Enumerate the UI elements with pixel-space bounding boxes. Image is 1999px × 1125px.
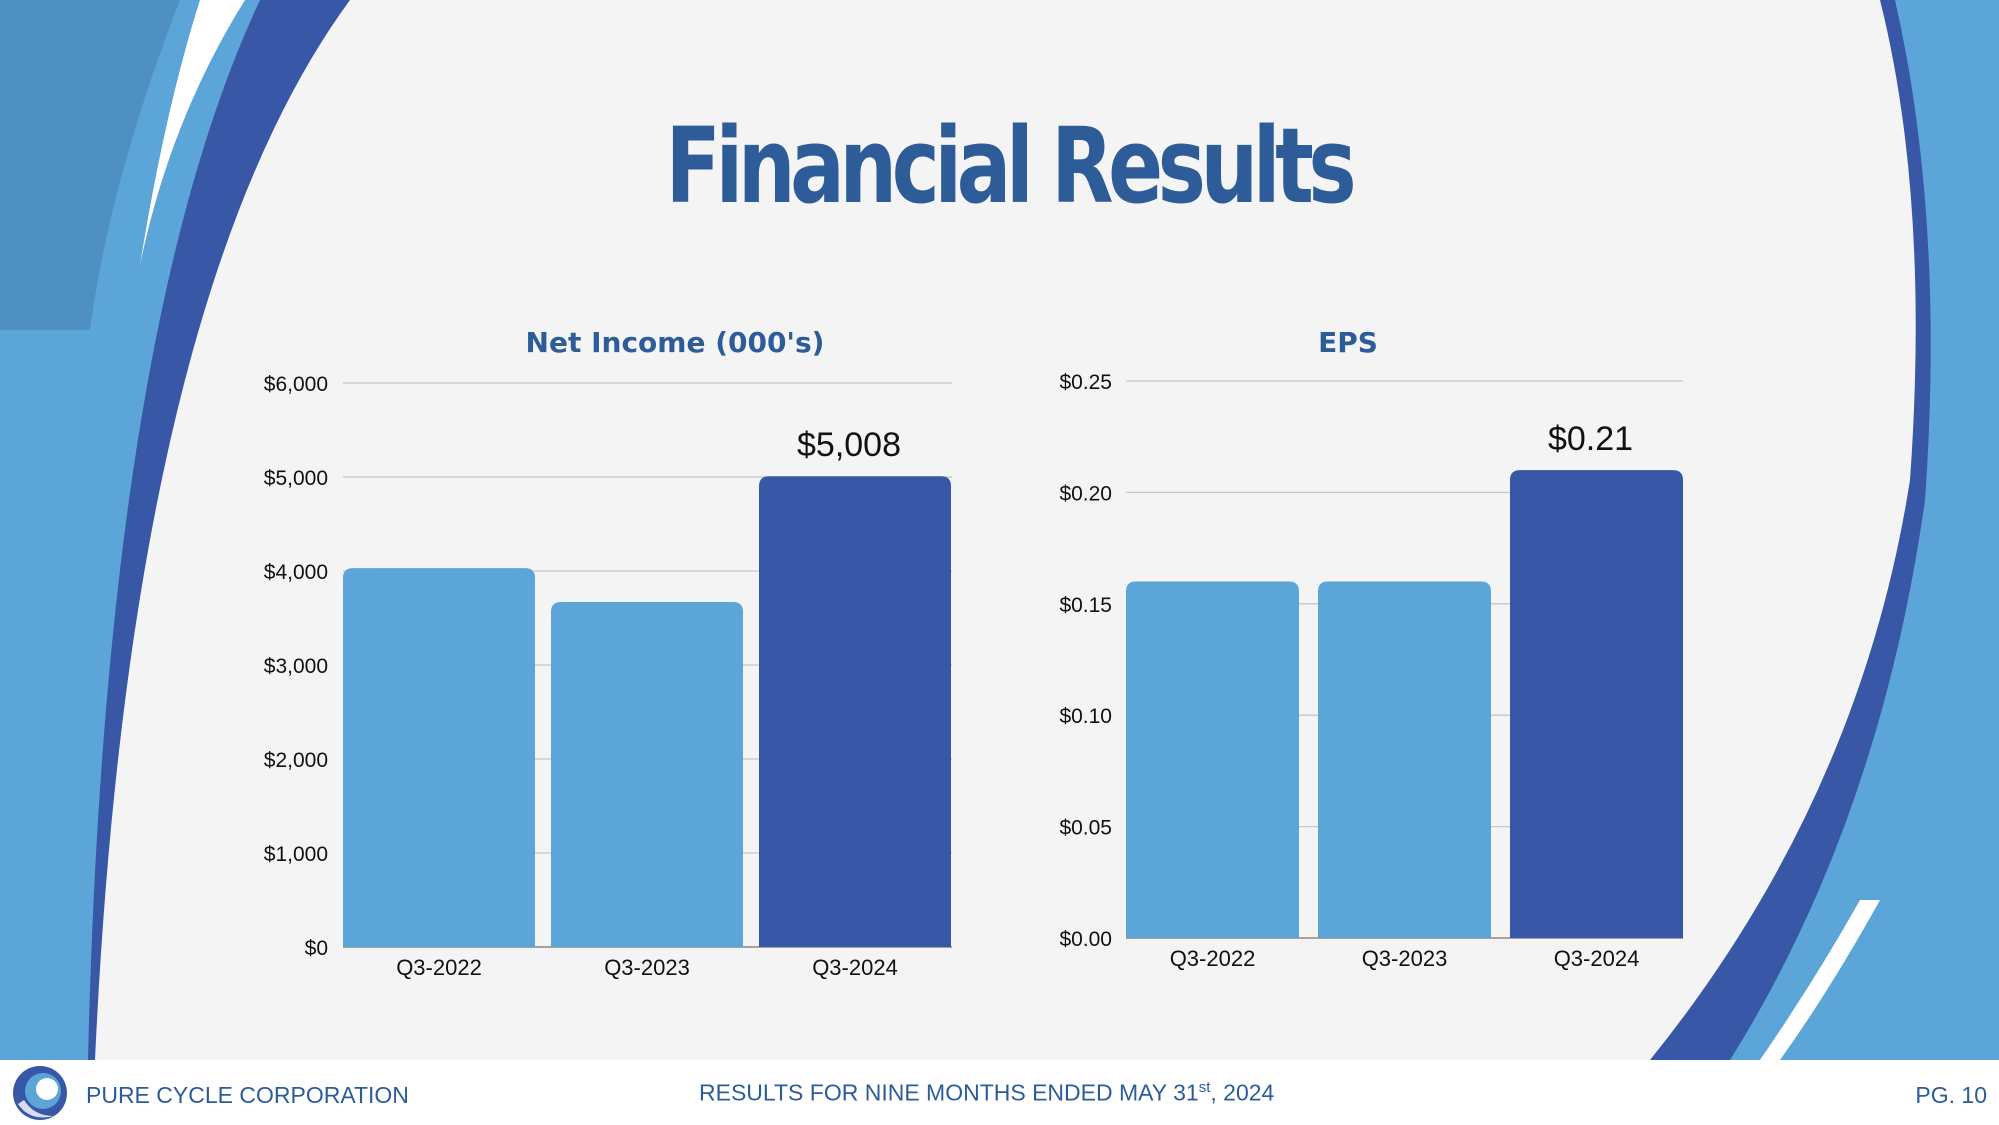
x-tick-label: Q3-2022 bbox=[396, 955, 482, 980]
x-tick-label: Q3-2024 bbox=[1554, 946, 1640, 971]
chart-title: Net Income (000's) bbox=[526, 326, 825, 359]
results-year: , 2024 bbox=[1210, 1079, 1275, 1106]
chart-title: EPS bbox=[1318, 326, 1378, 359]
y-tick-label: $6,000 bbox=[264, 373, 328, 396]
y-tick-label: $0.10 bbox=[1059, 705, 1112, 728]
x-tick-label: Q3-2023 bbox=[604, 955, 690, 980]
data-label: $5,008 bbox=[797, 426, 901, 464]
eps-chart: EPS $0.00 $0.05 $0.10 $0.15 $0.20 $0.25 Q3-20… bbox=[1059, 326, 1683, 971]
bar bbox=[1318, 581, 1491, 938]
slide: Financial Results Net Income (000's) $0 $… bbox=[0, 0, 1999, 1060]
y-tick-label: $0.00 bbox=[1059, 928, 1112, 951]
bar bbox=[1126, 581, 1299, 938]
y-tick-label: $4,000 bbox=[264, 561, 328, 584]
x-tick-label: Q3-2024 bbox=[812, 955, 898, 980]
footer: PURE CYCLE CORPORATION RESULTS FOR NINE … bbox=[0, 1060, 1999, 1125]
bar bbox=[759, 476, 951, 947]
bar bbox=[1510, 470, 1683, 938]
x-tick-label: Q3-2023 bbox=[1362, 946, 1448, 971]
y-tick-label: $0 bbox=[305, 937, 328, 960]
company-name: PURE CYCLE CORPORATION bbox=[86, 1082, 409, 1108]
y-tick-label: $1,000 bbox=[264, 843, 328, 866]
y-tick-label: $0.25 bbox=[1059, 371, 1112, 394]
x-tick-label: Q3-2022 bbox=[1170, 946, 1256, 971]
y-tick-label: $0.05 bbox=[1059, 817, 1112, 840]
data-label: $0.21 bbox=[1548, 420, 1633, 458]
results-caption: RESULTS FOR NINE MONTHS ENDED MAY 31st, … bbox=[699, 1079, 1274, 1107]
y-tick-label: $0.20 bbox=[1059, 482, 1112, 505]
bar bbox=[551, 602, 743, 947]
page-number: PG. 10 bbox=[1915, 1082, 1987, 1108]
results-sup: st bbox=[1198, 1079, 1211, 1096]
y-tick-label: $2,000 bbox=[264, 749, 328, 772]
y-tick-label: $3,000 bbox=[264, 655, 328, 678]
net-income-chart: Net Income (000's) $0 $1,000 $2,000 $3,000 $… bbox=[264, 326, 952, 980]
y-tick-label: $5,000 bbox=[264, 467, 328, 490]
bar bbox=[343, 568, 535, 947]
page-title: Financial Results bbox=[665, 105, 1357, 227]
pure-cycle-logo-icon bbox=[13, 1066, 67, 1120]
y-tick-label: $0.15 bbox=[1059, 594, 1112, 617]
results-main: RESULTS FOR NINE MONTHS ENDED MAY 31 bbox=[699, 1079, 1199, 1106]
